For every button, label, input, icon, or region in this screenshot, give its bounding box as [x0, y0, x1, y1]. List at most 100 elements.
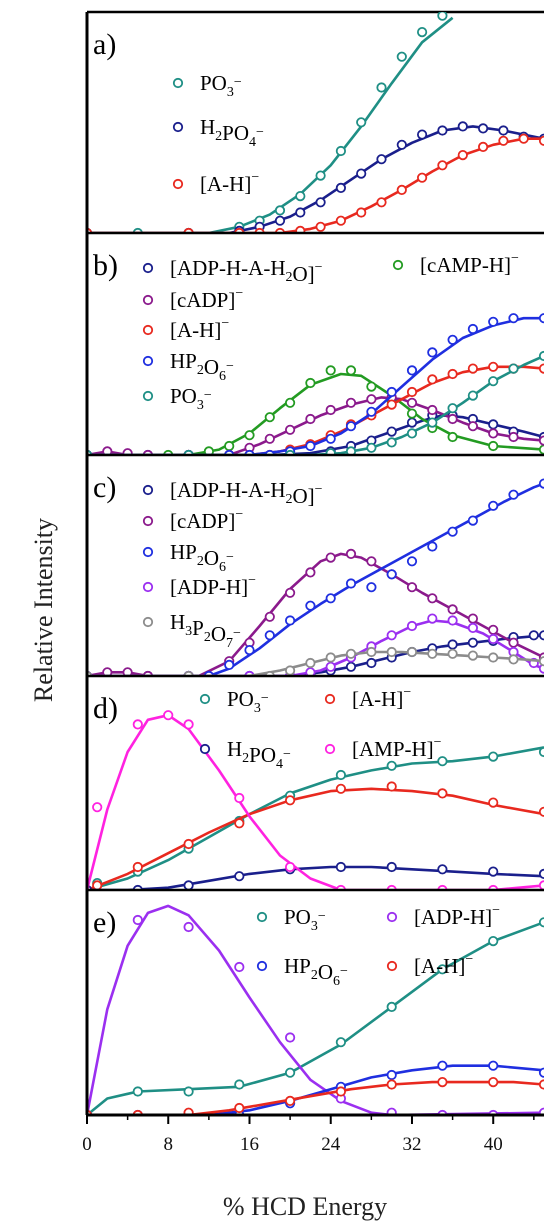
legend-marker-a-h — [324, 693, 336, 705]
data-point-h2po4 — [437, 864, 448, 875]
data-point-hp2o6 — [508, 313, 519, 324]
data-point-po3 — [406, 428, 418, 439]
data-point-po3 — [437, 756, 448, 767]
data-point-amp-h — [538, 880, 544, 890]
data-point-po3 — [437, 964, 448, 975]
legend-marker-adp-h-a-h2o — [142, 484, 154, 496]
data-point-a-h — [538, 135, 544, 146]
data-point-a-h — [295, 225, 306, 233]
data-point-adp-h-a-h2o — [538, 630, 544, 641]
data-point-hp2o6 — [467, 323, 478, 335]
data-point-a-h — [518, 133, 529, 144]
data-point-hp2o6 — [345, 578, 357, 589]
data-point-a-h — [437, 160, 448, 171]
legend-marker-adp-h-a-h2o — [142, 262, 154, 274]
data-point-a-h — [477, 141, 489, 152]
data-point-amp-h — [92, 802, 103, 813]
data-point-po3 — [386, 1001, 397, 1013]
legend-label-cadp: [cADP]− — [170, 507, 243, 533]
data-point-camp-h — [538, 444, 544, 455]
data-point-h2po4 — [335, 861, 346, 873]
data-point-h2po4 — [457, 121, 468, 132]
data-point-hp2o6 — [325, 593, 336, 604]
data-point-po3 — [376, 82, 387, 93]
data-point-a-h — [386, 399, 397, 410]
data-point-h2po4 — [183, 880, 194, 890]
data-point-cadp — [345, 548, 357, 560]
data-point-adp-h — [386, 1107, 397, 1115]
data-point-po3 — [538, 350, 544, 362]
data-point-a-h — [416, 172, 428, 183]
data-point-a-h — [457, 150, 468, 161]
data-point-adp-h-a-h2o — [447, 639, 458, 650]
data-point-hp2o6 — [488, 316, 499, 327]
data-point-cadp — [284, 424, 296, 435]
data-point-hp2o6 — [264, 630, 275, 641]
data-point-cadp — [264, 433, 275, 444]
data-point-a-h — [183, 838, 194, 850]
panel-letter: e) — [93, 906, 116, 939]
data-point-hp2o6 — [508, 489, 519, 500]
data-point-amp-h — [163, 710, 174, 721]
data-point-camp-h — [244, 430, 255, 441]
data-point-a-h — [386, 781, 397, 792]
data-point-adp-h-a-h2o — [386, 426, 397, 437]
data-point-cadp — [345, 397, 357, 408]
legend-label-a-h: [A-H]− — [414, 952, 473, 978]
data-point-h2po4 — [386, 861, 397, 873]
data-point-a-h — [183, 1107, 194, 1115]
data-point-h2po4 — [437, 125, 448, 136]
data-point-hp2o6 — [305, 600, 316, 611]
data-point-a-h — [284, 1095, 296, 1107]
data-point-amp-h — [132, 719, 143, 730]
data-point-camp-h — [264, 412, 275, 423]
legend-marker-cadp — [142, 294, 154, 306]
data-point-a-h — [437, 1077, 448, 1088]
data-point-po3 — [345, 446, 357, 455]
data-point-hp2o6 — [244, 644, 255, 656]
data-point-po3 — [488, 751, 499, 762]
legend-marker-hp2o6 — [142, 546, 154, 558]
panel-d: d) — [87, 674, 544, 890]
fit-line-po3 — [87, 16, 454, 233]
data-point-hp2o6 — [538, 478, 544, 489]
data-point-hp2o6 — [386, 386, 397, 398]
data-point-h3p2o7 — [305, 657, 316, 669]
fit-line-a-h — [87, 1080, 544, 1115]
data-point-camp-h — [447, 431, 458, 443]
panel-b: b) — [87, 231, 544, 455]
data-point-po3 — [508, 363, 519, 374]
data-point-cadp — [122, 448, 133, 455]
data-point-adp-h-a-h2o — [467, 637, 478, 648]
data-point-po3 — [356, 117, 367, 128]
data-point-adp-h — [386, 630, 397, 641]
data-point-h2po4 — [488, 866, 499, 877]
data-point-a-h — [467, 363, 478, 374]
legend-label-cadp: [cADP]− — [170, 286, 243, 312]
data-point-adp-h-a-h2o — [366, 657, 377, 669]
data-point-po3 — [335, 145, 346, 157]
data-point-adp-h — [447, 615, 458, 626]
legend-label-a-h: [A-H]− — [170, 316, 229, 342]
data-point-h3p2o7 — [406, 646, 418, 658]
data-point-hp2o6 — [345, 421, 357, 432]
data-point-cadp — [447, 604, 458, 615]
data-point-cadp — [467, 613, 478, 624]
data-point-po3 — [416, 26, 428, 38]
data-point-h2po4 — [335, 182, 346, 193]
data-point-a-h — [488, 361, 499, 372]
data-point-hp2o6 — [325, 433, 336, 444]
data-point-amp-h — [183, 719, 194, 730]
legend-label-amp-h: [AMP-H]− — [352, 735, 442, 761]
data-point-hp2o6 — [366, 406, 377, 417]
legend-marker-h2po4 — [172, 121, 184, 133]
data-point-po3 — [447, 403, 458, 414]
data-point-cadp — [447, 413, 458, 425]
data-point-a-h — [234, 818, 245, 829]
legend-label-adp-h: [ADP-H]− — [170, 573, 256, 599]
data-point-adp-h — [406, 620, 418, 632]
legend-marker-a-h — [386, 960, 398, 972]
legend-marker-h3p2o7 — [142, 616, 154, 628]
data-point-cadp — [102, 667, 113, 676]
